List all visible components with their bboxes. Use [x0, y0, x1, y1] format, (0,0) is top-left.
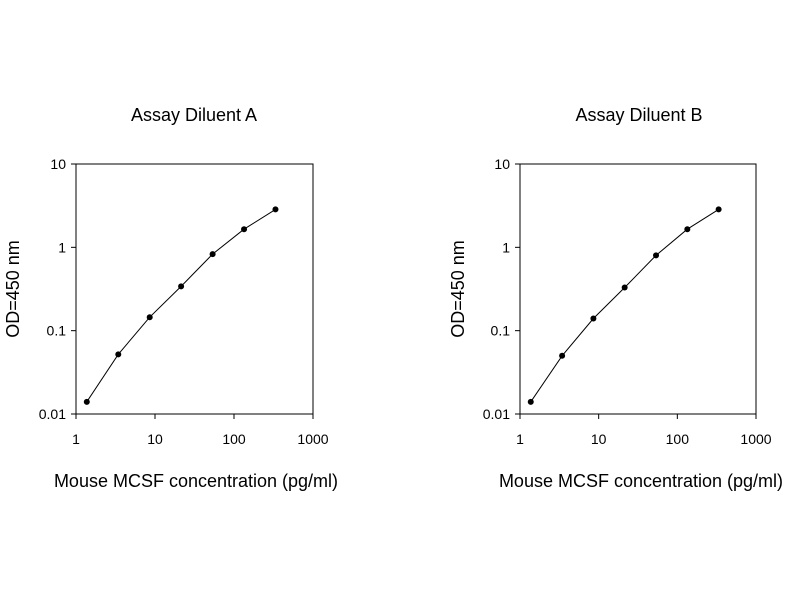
- chart-a-x-tick-label: 1000: [297, 431, 328, 447]
- chart-a-x-tick-label: 100: [222, 431, 246, 447]
- chart-b-y-axis-label: OD=450 nm: [448, 240, 468, 338]
- chart-b-y-tick-label: 0.1: [491, 323, 511, 339]
- chart-a-data-point: [146, 314, 153, 321]
- chart-b-x-tick-label: 1000: [740, 431, 771, 447]
- chart-a-data-point: [115, 351, 122, 358]
- chart-b-title: Assay Diluent B: [575, 105, 702, 125]
- chart-a: Assay Diluent A OD=450 nm Mouse MCSF con…: [3, 105, 338, 491]
- chart-a-y-tick-label: 0.1: [47, 323, 67, 339]
- chart-a-data-point: [178, 283, 185, 290]
- chart-b-x-tick-label: 10: [591, 431, 607, 447]
- chart-a-title: Assay Diluent A: [131, 105, 257, 125]
- chart-b-data-point: [653, 252, 660, 259]
- chart-a-data-point: [272, 206, 279, 213]
- chart-b-data-point: [684, 226, 691, 233]
- chart-b-x-tick-label: 100: [666, 431, 690, 447]
- chart-a-plot-frame: [75, 163, 314, 415]
- chart-a-x-tick-label: 10: [147, 431, 163, 447]
- chart-a-series-line: [86, 208, 276, 403]
- chart-b-series-line: [530, 208, 719, 403]
- chart-a-y-tick-label: 10: [50, 156, 66, 172]
- chart-a-data-point: [241, 226, 248, 233]
- chart-b-plot-frame: [519, 163, 757, 415]
- chart-a-x-tick-label: 1: [72, 431, 80, 447]
- chart-a-data-point: [209, 251, 216, 258]
- chart-b-data-point: [559, 352, 566, 359]
- chart-b-plot-area: 1 10 100 1000 0.01 0.1 1 10: [483, 156, 772, 447]
- chart-b-data-point: [621, 284, 628, 291]
- chart-a-x-axis-label: Mouse MCSF concentration (pg/ml): [54, 471, 338, 491]
- chart-b: Assay Diluent B OD=450 nm Mouse MCSF con…: [448, 105, 783, 491]
- chart-a-y-tick-label: 0.01: [39, 406, 66, 422]
- chart-a-plot-area: 1 10 100 1000 0.01 0.1 1 10: [39, 156, 329, 447]
- chart-b-y-tick-label: 10: [494, 156, 510, 172]
- chart-a-y-axis-label: OD=450 nm: [3, 240, 23, 338]
- chart-b-x-axis-label: Mouse MCSF concentration (pg/ml): [499, 471, 783, 491]
- chart-b-data-point: [590, 315, 597, 322]
- chart-b-y-tick-label: 1: [502, 239, 510, 255]
- chart-b-data-point: [715, 206, 722, 213]
- chart-b-y-tick-label: 0.01: [483, 406, 510, 422]
- chart-a-y-tick-label: 1: [58, 239, 66, 255]
- chart-b-x-tick-label: 1: [516, 431, 524, 447]
- chart-a-data-point: [83, 398, 90, 405]
- chart-b-data-point: [527, 398, 534, 405]
